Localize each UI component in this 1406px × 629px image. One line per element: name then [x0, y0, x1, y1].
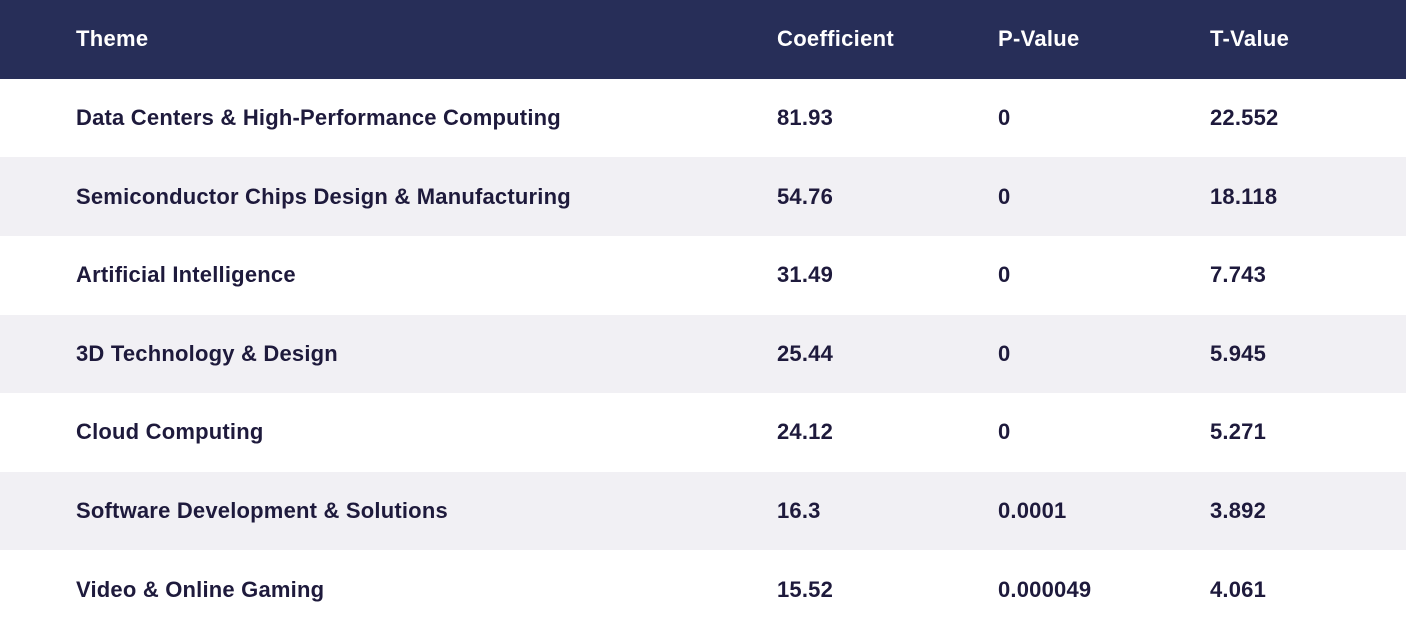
table-row: Semiconductor Chips Design & Manufacturi…	[0, 157, 1406, 236]
theme-cell: Artificial Intelligence	[76, 262, 296, 288]
column-header-t-value: T-Value	[1210, 26, 1290, 52]
p-value-cell: 0	[998, 340, 1011, 366]
t-value-cell: 18.118	[1210, 183, 1278, 209]
coefficient-cell: 16.3	[777, 498, 821, 524]
p-value-cell: 0.0001	[998, 498, 1067, 524]
table-row: 3D Technology & Design 25.44 0 5.945	[0, 314, 1406, 394]
p-value-cell: 0	[998, 419, 1011, 445]
t-value-cell: 5.945	[1210, 340, 1267, 366]
column-header-theme: Theme	[76, 26, 149, 52]
theme-cell: Cloud Computing	[76, 419, 264, 445]
table-row: Video & Online Gaming 15.52 0.000049 4.0…	[0, 550, 1406, 629]
table-header-row: Theme Coefficient P-Value T-Value	[0, 0, 1406, 79]
theme-cell: 3D Technology & Design	[76, 340, 338, 366]
coefficient-cell: 15.52	[777, 576, 834, 602]
column-header-coefficient: Coefficient	[777, 26, 894, 52]
table-row: Software Development & Solutions 16.3 0.…	[0, 471, 1406, 551]
coefficient-cell: 24.12	[777, 419, 834, 445]
coefficient-cell: 81.93	[777, 104, 834, 130]
t-value-cell: 5.271	[1210, 419, 1267, 445]
coefficient-cell: 31.49	[777, 262, 834, 288]
p-value-cell: 0	[998, 262, 1011, 288]
t-value-cell: 3.892	[1210, 498, 1267, 524]
t-value-cell: 7.743	[1210, 262, 1267, 288]
table-row: Artificial Intelligence 31.49 0 7.743	[0, 235, 1406, 315]
p-value-cell: 0.000049	[998, 576, 1092, 602]
p-value-cell: 0	[998, 183, 1011, 209]
coefficient-cell: 54.76	[777, 183, 834, 209]
theme-cell: Data Centers & High-Performance Computin…	[76, 104, 561, 130]
theme-cell: Semiconductor Chips Design & Manufacturi…	[76, 183, 571, 209]
column-header-p-value: P-Value	[998, 26, 1080, 52]
p-value-cell: 0	[998, 104, 1011, 130]
table-row: Cloud Computing 24.12 0 5.271	[0, 393, 1406, 472]
theme-cell: Video & Online Gaming	[76, 576, 325, 602]
t-value-cell: 22.552	[1210, 104, 1279, 130]
coefficient-cell: 25.44	[777, 340, 834, 366]
t-value-cell: 4.061	[1210, 576, 1267, 602]
theme-cell: Software Development & Solutions	[76, 498, 448, 524]
table-row: Data Centers & High-Performance Computin…	[0, 78, 1406, 158]
